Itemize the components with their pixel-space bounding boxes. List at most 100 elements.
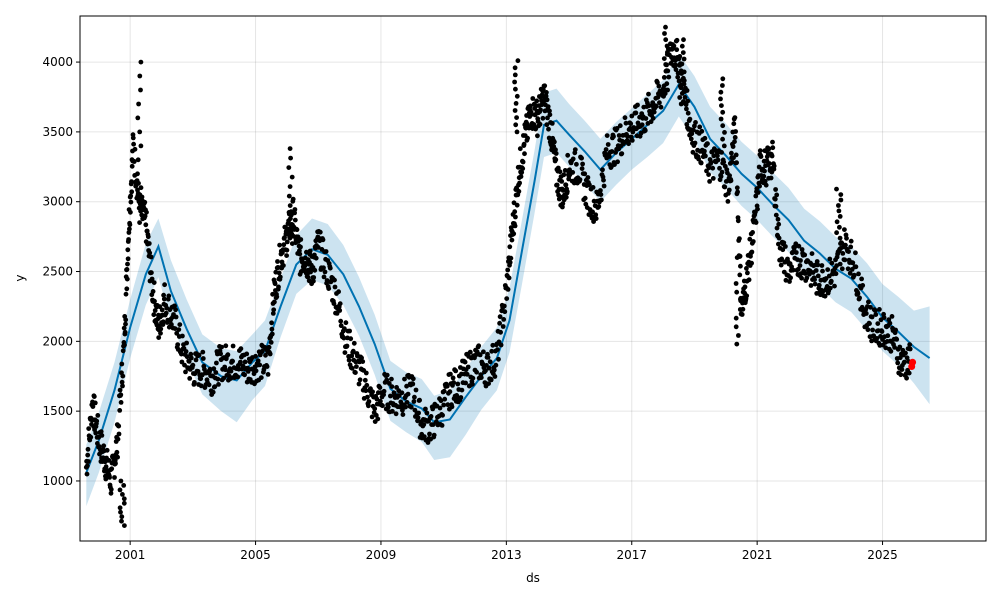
observed-point [755, 206, 760, 212]
observed-point [707, 179, 712, 184]
observed-point [290, 196, 296, 202]
observed-point [881, 315, 887, 320]
observed-point [537, 121, 543, 127]
observed-point [547, 108, 552, 114]
observed-point [118, 400, 124, 405]
observed-point [658, 104, 664, 110]
observed-point [869, 314, 875, 320]
observed-point [98, 429, 104, 434]
observed-point [553, 147, 558, 153]
observed-point [213, 370, 219, 375]
observed-point [375, 416, 381, 422]
observed-point [885, 333, 891, 339]
observed-point [331, 301, 337, 306]
observed-point [697, 124, 703, 130]
observed-point [663, 37, 669, 43]
observed-point [85, 446, 91, 452]
observed-point [151, 312, 157, 318]
observed-point [749, 249, 755, 255]
observed-point [476, 343, 482, 349]
observed-point [496, 356, 501, 362]
observed-point [431, 432, 437, 438]
observed-point [802, 252, 808, 258]
observed-point [265, 372, 271, 377]
observed-point [856, 271, 861, 277]
observed-point [734, 341, 740, 347]
observed-point [685, 98, 691, 104]
observed-point [287, 146, 293, 152]
observed-point [363, 370, 369, 376]
x-tick-label: 2017 [616, 548, 647, 562]
x-axis-ticks: 2001 2005 2009 2013 2017 2021 2025 [115, 541, 898, 562]
observed-point [147, 250, 153, 256]
observed-point [126, 230, 132, 235]
y-tick-label: 3500 [42, 125, 73, 139]
observed-point [720, 76, 726, 82]
observed-point [682, 95, 688, 100]
observed-point [131, 159, 137, 164]
observed-point [738, 263, 743, 269]
observed-point [829, 260, 835, 266]
observed-point [372, 406, 378, 412]
observed-point [336, 289, 341, 295]
observed-point [160, 319, 166, 325]
observed-point [744, 293, 750, 299]
observed-point [883, 345, 889, 351]
observed-point [86, 459, 91, 464]
observed-point [332, 284, 338, 290]
observed-point [287, 203, 293, 209]
observed-point [119, 361, 125, 367]
observed-point [514, 202, 520, 208]
observed-point [614, 125, 620, 131]
observed-point [646, 91, 651, 97]
observed-point [802, 271, 808, 276]
observed-point [196, 352, 202, 358]
observed-point [783, 277, 789, 283]
observed-point [487, 359, 493, 365]
observed-point [117, 487, 123, 493]
observed-point [119, 514, 125, 520]
observed-point [544, 122, 550, 128]
observed-point [574, 161, 579, 167]
observed-point [113, 461, 118, 466]
observed-point [692, 123, 697, 129]
observed-point [762, 168, 767, 174]
observed-point [292, 207, 298, 212]
observed-point [508, 255, 514, 261]
observed-point [270, 291, 275, 297]
observed-point [485, 355, 491, 360]
observed-point [732, 135, 738, 140]
observed-point [838, 197, 844, 203]
observed-point [353, 370, 358, 375]
observed-point [755, 190, 761, 195]
observed-point [103, 476, 109, 482]
observed-point [430, 406, 436, 412]
observed-point [731, 121, 737, 127]
observed-point [388, 393, 393, 399]
observed-point [481, 349, 486, 355]
observed-point [888, 348, 894, 354]
observed-point [225, 352, 231, 358]
observed-point [350, 348, 356, 354]
observed-point [771, 163, 777, 169]
observed-point [747, 236, 753, 242]
observed-point [648, 109, 653, 115]
observed-point [439, 423, 445, 428]
observed-point [152, 298, 157, 304]
observed-point [642, 128, 648, 133]
observed-point [897, 355, 903, 361]
observed-point [664, 43, 670, 49]
observed-point [611, 134, 616, 139]
observed-point [907, 346, 913, 352]
observed-point [643, 116, 649, 121]
observed-point [219, 344, 225, 350]
y-tick-label: 4000 [42, 55, 73, 69]
observed-point [543, 93, 549, 99]
observed-point [121, 496, 127, 502]
observed-point [516, 189, 522, 194]
observed-point [129, 163, 135, 169]
observed-point [338, 318, 344, 324]
observed-point [745, 270, 750, 276]
observed-point [874, 336, 880, 341]
observed-point [846, 249, 851, 255]
